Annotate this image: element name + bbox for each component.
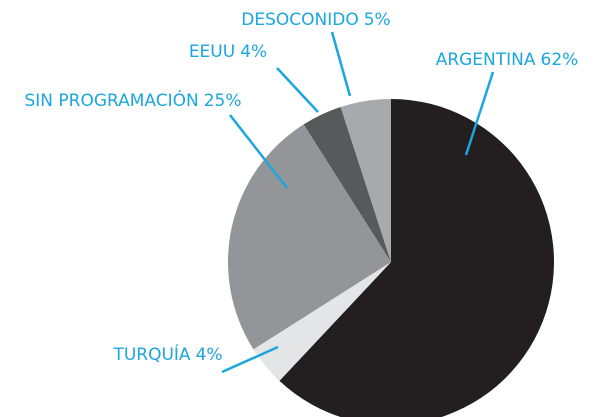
pie-slice bbox=[227, 124, 391, 350]
slice-value: 25% bbox=[204, 91, 242, 111]
slice-label: ARGENTINA 62% bbox=[436, 50, 579, 70]
leader-line bbox=[229, 114, 288, 189]
slice-label: EEUU 4% bbox=[189, 42, 267, 62]
slice-value: 62% bbox=[541, 50, 579, 70]
slice-label: DESOCONIDO 5% bbox=[241, 10, 390, 30]
slice-value: 4% bbox=[240, 42, 267, 62]
slice-value: 4% bbox=[196, 345, 223, 365]
leader-line bbox=[330, 31, 352, 97]
leader-line bbox=[221, 345, 279, 374]
slice-name: SIN PROGRAMACIÓN bbox=[24, 89, 198, 111]
slice-value: 5% bbox=[364, 10, 391, 30]
slice-name: TURQUÍA bbox=[112, 343, 190, 365]
leader-line bbox=[464, 71, 495, 156]
leader-line bbox=[276, 67, 319, 113]
slice-name: ARGENTINA bbox=[436, 50, 536, 70]
pie-slice bbox=[303, 106, 391, 263]
slice-name: EEUU bbox=[189, 42, 235, 62]
pie-slice bbox=[340, 99, 391, 262]
pie-slice bbox=[279, 99, 554, 417]
slice-label: TURQUÍA 4% bbox=[112, 343, 222, 365]
pie-slice bbox=[253, 262, 391, 381]
slice-label: SIN PROGRAMACIÓN 25% bbox=[24, 89, 241, 111]
slice-name: DESOCONIDO bbox=[241, 10, 358, 30]
